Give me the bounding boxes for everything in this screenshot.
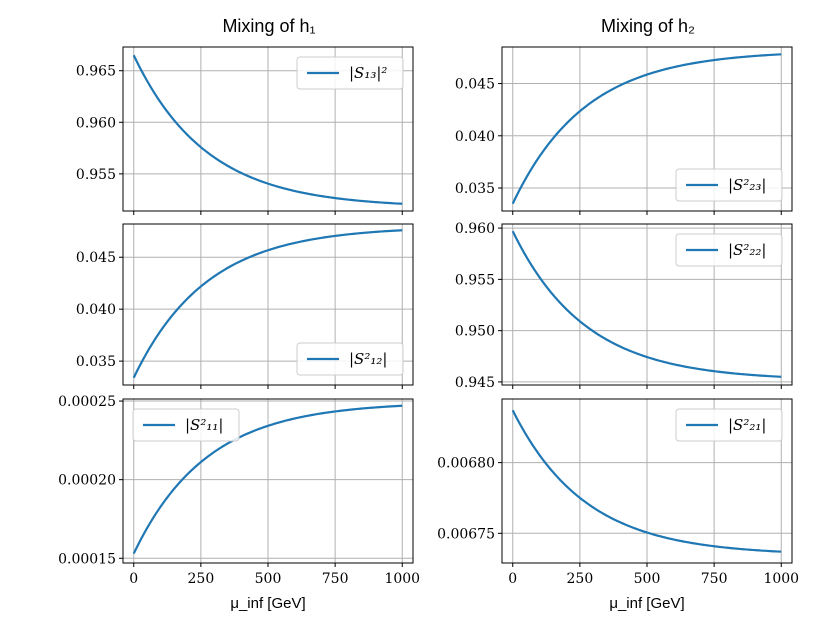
y-tick-label: 0.035: [76, 354, 116, 370]
y-tick-label: 0.955: [76, 167, 116, 183]
title-left: Mixing of h₁: [222, 16, 315, 36]
legend-box: [675, 168, 783, 202]
x-tick-label: 0: [508, 571, 517, 587]
y-tick-label: 0.960: [455, 221, 495, 237]
series-line: [511, 409, 782, 553]
y-tick-label: 0.035: [455, 181, 495, 197]
legend-box: [296, 342, 404, 376]
series-line: [132, 229, 403, 379]
y-tick-label: 0.00675: [437, 526, 495, 542]
x-axis-label: μ_inf [GeV]: [230, 595, 305, 612]
x-axis-label: μ_inf [GeV]: [609, 595, 684, 612]
panel-right-bottom: 0 250 500 750 1000 0.00675 0.00680 |S²₂₁| μ_inf …: [437, 398, 799, 612]
legend-label: |S²₁₂|: [349, 350, 387, 368]
x-tick-label: 1000: [763, 571, 799, 587]
y-tick-label: 0.960: [76, 115, 116, 131]
y-tick-label: 0.040: [76, 302, 116, 318]
legend-label: |S₁₃|²: [349, 64, 387, 82]
axes-frame: [122, 223, 414, 386]
axes-frame: [122, 398, 414, 564]
series-line: [132, 404, 403, 555]
y-tick-label: 0.945: [455, 375, 495, 391]
legend-box: [132, 408, 240, 442]
axes-frame: [122, 46, 414, 212]
title-right: Mixing of h₂: [601, 16, 695, 36]
x-tick-label: 500: [255, 571, 282, 587]
y-tick-label: 0.965: [76, 64, 116, 80]
panel-left-top: 0.955 0.960 0.965 |S₁₃|²: [76, 46, 414, 215]
y-tick-label: 0.045: [76, 250, 116, 266]
y-tick-label: 0.00020: [58, 473, 116, 489]
legend-box: [675, 233, 783, 267]
legend-label: |S²₂₂|: [728, 241, 766, 259]
x-tick-label: 250: [188, 571, 215, 587]
axes-frame: [501, 46, 793, 212]
x-tick-label: 250: [567, 571, 594, 587]
x-tick-label: 1000: [384, 571, 420, 587]
y-tick-label: 0.00680: [437, 456, 495, 472]
legend-label: |S²₂₃|: [728, 176, 766, 194]
y-tick-label: 0.040: [455, 129, 495, 145]
series-line: [511, 53, 782, 205]
legend-box: [675, 408, 783, 442]
legend-label: |S²₁₁|: [185, 416, 223, 434]
panel-left-bottom: 0 250 500 750 1000 0.00015 0.00020 0.00025 |S²₁₁…: [58, 394, 420, 612]
legend-box: [296, 56, 404, 90]
y-tick-label: 0.955: [455, 272, 495, 288]
axes-frame: [501, 223, 793, 386]
x-tick-label: 500: [634, 571, 661, 587]
panel-left-middle: 0.035 0.040 0.045 |S²₁₂|: [76, 223, 414, 389]
y-tick-label: 0.00025: [58, 394, 116, 410]
y-tick-label: 0.00015: [58, 551, 116, 567]
panel-right-top: 0.035 0.040 0.045 |S²₂₃|: [455, 46, 793, 215]
legend-label: |S²₂₁|: [728, 416, 766, 434]
x-tick-label: 0: [129, 571, 138, 587]
x-tick-label: 750: [322, 571, 349, 587]
series-line: [132, 54, 403, 205]
x-tick-label: 750: [701, 571, 728, 587]
y-tick-label: 0.045: [455, 77, 495, 93]
axes-frame: [501, 398, 793, 564]
y-tick-label: 0.950: [455, 324, 495, 340]
series-line: [511, 230, 782, 378]
panel-right-middle: 0.945 0.950 0.955 0.960 |S²₂₂|: [455, 221, 793, 391]
